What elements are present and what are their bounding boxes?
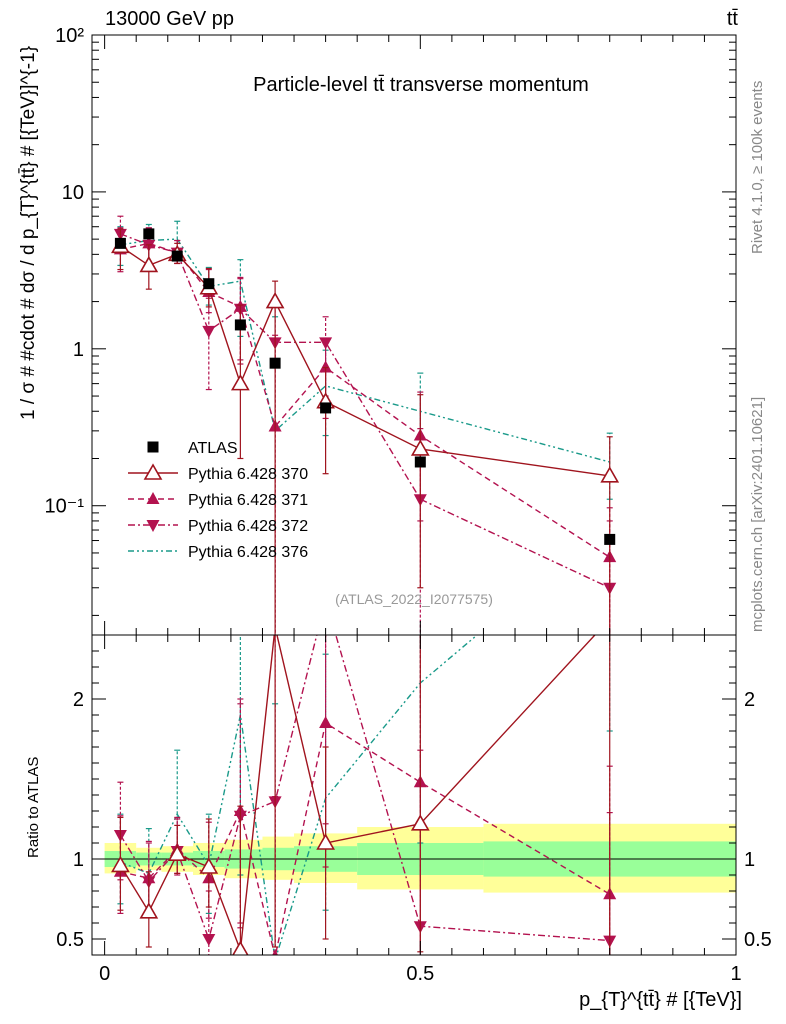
- series-pythia-6-428-371-ratio: [113, 635, 617, 955]
- data-point: [604, 533, 616, 545]
- series-pythia-6-428-370-ratio: [111, 635, 611, 955]
- series-atlas: [114, 228, 616, 545]
- data-point: [265, 291, 285, 309]
- data-point: [143, 228, 155, 240]
- legend-item-pythia-6-428-372: Pythia 6.428 372: [128, 518, 308, 535]
- data-point: [167, 844, 187, 862]
- y-tick-label: 1: [73, 339, 84, 361]
- ratio-panel: 2 21 10.5 0.50 0.5 1 Ratio to ATLAS p_{T}^{tt…: [25, 595, 772, 1011]
- data-point: [414, 456, 426, 468]
- x-axis-label: p_{T}^{tt̄} # [{TeV}]: [579, 989, 742, 1011]
- data-point: [202, 934, 216, 946]
- series-line: [120, 721, 611, 955]
- ratio-tick-label-left: 1: [73, 849, 84, 871]
- data-point: [319, 360, 333, 373]
- data-point: [410, 814, 430, 831]
- legend-label: ATLAS: [188, 440, 238, 457]
- y-tick-label: 10: [62, 182, 84, 204]
- legend-label: Pythia 6.428 376: [188, 544, 308, 561]
- legend-marker: [143, 463, 163, 480]
- data-point: [111, 855, 130, 873]
- data-point: [142, 236, 156, 249]
- series-line: [120, 635, 479, 955]
- data-point: [600, 466, 620, 483]
- data-point: [410, 439, 430, 456]
- legend-item-pythia-6-428-370: Pythia 6.428 370: [128, 463, 308, 483]
- data-point: [319, 595, 332, 607]
- energy-label: 13000 GeV pp: [105, 8, 234, 30]
- data-point: [139, 902, 159, 919]
- legend-marker: [147, 441, 159, 453]
- legend-item-pythia-6-428-376: Pythia 6.428 376: [128, 544, 308, 561]
- ratio-y-label: Ratio to ATLAS: [25, 757, 42, 858]
- data-point: [202, 325, 216, 338]
- legend-marker: [146, 492, 160, 504]
- legend-label: Pythia 6.428 372: [188, 518, 308, 535]
- data-point: [320, 402, 332, 414]
- data-point: [272, 949, 279, 955]
- ratio-tick-label-right: 2: [744, 689, 755, 711]
- series-line: [120, 238, 610, 463]
- main-panel: 10² 10 1 10⁻¹ Particle-level tt̄ transverse…: [18, 25, 737, 636]
- data-point: [269, 357, 281, 369]
- x-tick-label: 1: [730, 963, 741, 985]
- ratio-tick-label-left: 2: [73, 689, 84, 711]
- y-tick-label: 10⁻¹: [45, 496, 85, 518]
- data-point: [171, 250, 183, 262]
- ratio-tick-label-left: 0.5: [56, 929, 84, 951]
- legend-marker: [146, 520, 160, 532]
- data-point: [114, 237, 126, 249]
- series-pythia-6-428-371: [113, 227, 617, 635]
- reference-label: (ATLAS_2022_I2077575): [335, 591, 493, 607]
- data-point: [234, 319, 246, 331]
- data-point: [230, 374, 250, 391]
- ratio-tick-label-right: 1: [744, 849, 755, 871]
- legend-label: Pythia 6.428 370: [188, 466, 308, 483]
- data-point: [203, 278, 215, 290]
- rivet-label: Rivet 4.1.0, ≥ 100k events: [749, 81, 766, 254]
- series-line: [120, 242, 611, 558]
- data-point: [316, 833, 335, 850]
- series-line: [119, 635, 596, 951]
- main-title: Particle-level tt̄ transverse momentum: [253, 74, 589, 96]
- data-point: [232, 940, 249, 955]
- process-label: tt̄: [727, 8, 739, 30]
- legend-item-pythia-6-428-371: Pythia 6.428 371: [128, 492, 308, 509]
- legend-label: Pythia 6.428 371: [188, 492, 308, 509]
- mcplots-label: mcplots.cern.ch [arXiv:2401.10621]: [749, 397, 766, 632]
- y-tick-label: 10²: [55, 25, 84, 47]
- ratio-frame: [91, 634, 737, 956]
- x-tick-label: 0.5: [406, 963, 434, 985]
- ratio-tick-label-right: 0.5: [744, 929, 772, 951]
- data-point: [199, 857, 219, 874]
- data-point: [319, 716, 333, 728]
- data-point: [139, 255, 159, 273]
- legend-item-atlas: ATLAS: [147, 440, 238, 457]
- y-axis-label: 1 / σ # #cdot # dσ / d p_{T}^{tt̄} # [{T…: [18, 46, 39, 420]
- x-tick-label: 0: [99, 963, 110, 985]
- series-pythia-6-428-376-ratio: [117, 635, 613, 955]
